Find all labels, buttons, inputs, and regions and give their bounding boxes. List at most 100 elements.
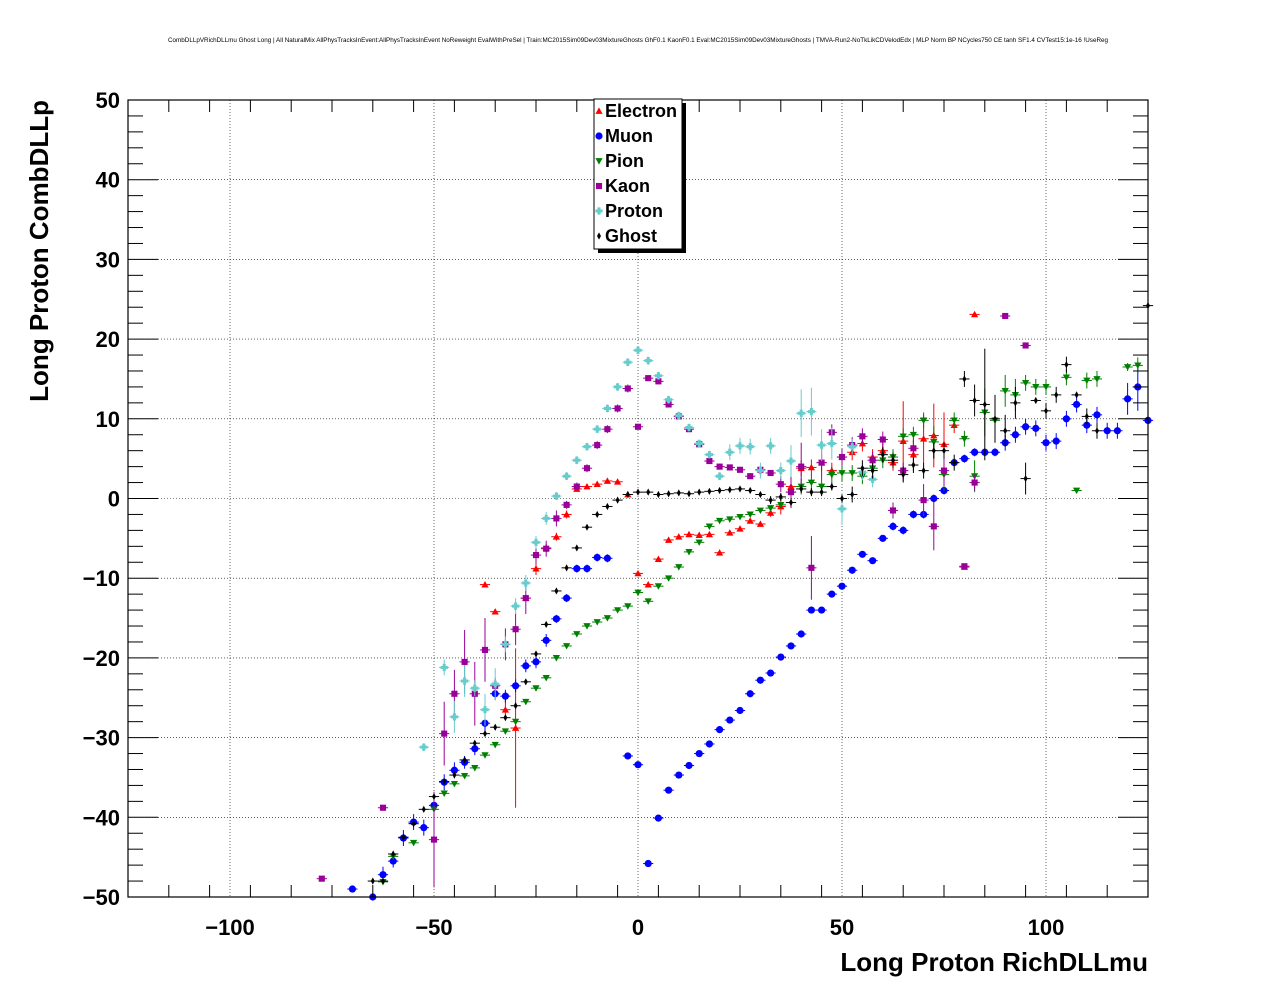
y-tick-label: −50 (83, 885, 120, 910)
kaon-point (808, 564, 815, 571)
ghost-point (1044, 407, 1048, 415)
muon-point (1103, 427, 1111, 435)
pion-point (1001, 388, 1009, 395)
muon-point (665, 786, 673, 794)
proton-point (501, 640, 509, 648)
ghost-point (952, 459, 957, 467)
ghost-point (1003, 427, 1008, 435)
kaon-point (461, 658, 468, 665)
pion-point (440, 790, 448, 797)
kaon-point (879, 436, 886, 443)
kaon-point (838, 453, 846, 461)
ghost-point (646, 488, 651, 496)
muon-point (685, 761, 693, 770)
ghost-point (942, 447, 946, 455)
kaon-point (747, 473, 754, 480)
legend: Electron Muon Pion Kaon Proton Ghost (593, 98, 686, 253)
kaon-point (614, 405, 621, 412)
x-tick-label: 50 (830, 915, 854, 940)
ghost-point (799, 485, 804, 493)
electron-point (491, 608, 499, 615)
kaon-point (543, 545, 550, 552)
proton-point (583, 443, 591, 451)
proton-point (440, 663, 448, 672)
electron-point (552, 533, 560, 540)
muon-point (1052, 437, 1060, 445)
proton-point (685, 423, 693, 432)
muon-point (1042, 439, 1050, 447)
kaon-point (604, 426, 611, 433)
electron-point (501, 706, 509, 713)
electron-point (726, 529, 734, 536)
muon-point (746, 690, 754, 698)
electron-point (614, 478, 622, 485)
pion-point (603, 615, 611, 622)
ghost-point (789, 498, 793, 507)
pion-point (542, 674, 550, 682)
proton-point (563, 472, 571, 480)
ghost-point (585, 523, 589, 531)
kaon-point (553, 515, 560, 522)
proton-point (654, 372, 662, 380)
proton-point (552, 492, 560, 500)
pion-point (1022, 380, 1030, 387)
proton-point (491, 680, 499, 688)
ghost-point (901, 470, 906, 479)
proton-point (461, 677, 469, 685)
pion-point (1042, 384, 1050, 391)
electron-point (665, 536, 673, 543)
muon-point (1124, 395, 1132, 403)
ghost-point (544, 620, 549, 629)
electron-point (675, 533, 683, 540)
ghost-point (870, 467, 875, 475)
pion-point (930, 439, 938, 446)
proton-point (705, 451, 713, 459)
ghost-point (738, 485, 742, 493)
ghost-point (962, 375, 967, 383)
muon-point (1083, 421, 1091, 429)
kaon-point (634, 423, 642, 430)
muon-point (603, 554, 612, 562)
legend-label-muon: Muon (605, 126, 653, 146)
muon-point (583, 565, 591, 573)
pion-point (675, 564, 683, 571)
muon-point (909, 510, 918, 519)
electron-point (644, 580, 652, 588)
pion-point (1073, 487, 1081, 495)
pion-point (624, 603, 632, 610)
kaon-point (532, 552, 540, 559)
chart-title: CombDLLpVRichDLLmu Ghost Long | All Natu… (168, 37, 1109, 44)
pion-point (1134, 362, 1142, 370)
kaon-point (889, 507, 897, 514)
kaon-point (594, 442, 601, 449)
ghost-point (880, 451, 885, 459)
muon-point (1073, 400, 1081, 409)
proton-point (726, 448, 734, 456)
pion-point (583, 623, 591, 630)
electron-point (756, 520, 764, 527)
ghost-point (391, 850, 396, 858)
pion-point (1093, 376, 1101, 383)
kaon-point (787, 489, 795, 496)
pion-point (614, 607, 622, 614)
ghost-point (1033, 396, 1038, 405)
muon-point (869, 557, 877, 565)
electron-point (603, 477, 611, 484)
pion-point (644, 598, 652, 605)
kaon-point (430, 836, 438, 843)
pion-point (777, 501, 785, 509)
ghost-point (1064, 361, 1069, 369)
ghost-point (982, 400, 987, 409)
ghost-point (1074, 391, 1079, 399)
x-tick-label: 100 (1028, 915, 1065, 940)
pion-point (767, 505, 775, 512)
pion-point (726, 516, 734, 523)
kaon-point (798, 463, 805, 470)
muon-point (450, 766, 458, 774)
pion-point (471, 765, 479, 772)
pion-point (746, 511, 754, 519)
muon-point (716, 726, 724, 734)
muon-point (1093, 411, 1101, 419)
